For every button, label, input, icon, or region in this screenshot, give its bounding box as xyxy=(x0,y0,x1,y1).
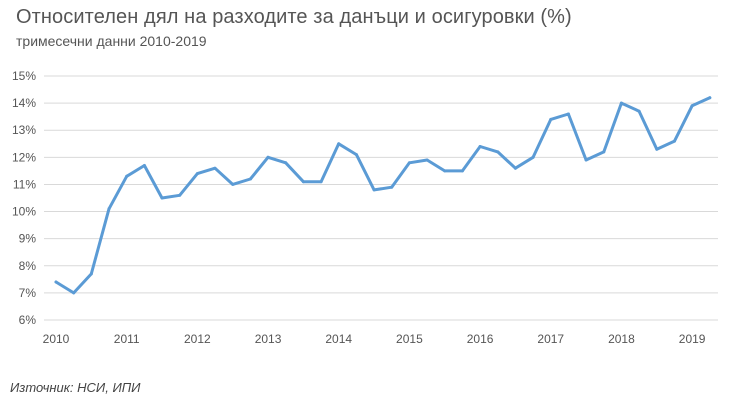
data-point xyxy=(496,150,500,154)
data-point xyxy=(107,207,111,211)
data-point xyxy=(160,196,164,200)
data-point xyxy=(231,182,235,186)
data-point xyxy=(284,161,288,165)
x-tick-label: 2018 xyxy=(608,332,635,346)
data-point xyxy=(673,139,676,143)
x-tick-label: 2016 xyxy=(467,332,494,346)
data-point xyxy=(354,153,358,157)
data-point xyxy=(566,112,570,116)
data-point xyxy=(460,169,464,173)
series-layer xyxy=(54,96,712,295)
series-line xyxy=(54,96,712,295)
data-point xyxy=(390,185,394,189)
data-point xyxy=(54,280,58,284)
data-point xyxy=(619,101,623,105)
x-axis: 2010 2011 2012 2013 2014 2015 2016 2017 2018 2019 xyxy=(43,332,706,346)
x-tick-label: 2014 xyxy=(325,332,352,346)
data-point xyxy=(372,188,376,192)
y-tick-label: 10% xyxy=(12,205,36,219)
data-point xyxy=(602,150,606,154)
x-tick-label: 2013 xyxy=(255,332,282,346)
y-tick-label: 13% xyxy=(12,123,36,137)
data-point xyxy=(301,180,305,184)
x-tick-label: 2012 xyxy=(184,332,211,346)
data-point xyxy=(655,147,659,151)
y-tick-label: 6% xyxy=(19,313,37,327)
y-tick-label: 14% xyxy=(12,96,36,110)
y-tick-label: 15% xyxy=(12,69,36,83)
y-tick-label: 9% xyxy=(19,232,37,246)
gridlines xyxy=(44,75,718,321)
y-tick-label: 11% xyxy=(13,177,36,191)
data-point xyxy=(213,166,217,170)
data-point xyxy=(142,164,146,167)
x-tick-label: 2019 xyxy=(679,332,706,346)
data-point xyxy=(337,142,341,146)
y-tick-label: 7% xyxy=(19,286,37,300)
source-note: Източник: НСИ, ИПИ xyxy=(10,380,141,395)
x-tick-label: 2017 xyxy=(537,332,564,346)
y-tick-label: 8% xyxy=(19,259,37,273)
data-point xyxy=(425,158,429,162)
chart-subtitle: тримесечни данни 2010-2019 xyxy=(16,33,207,49)
data-point xyxy=(690,104,694,108)
data-point xyxy=(319,180,323,184)
data-point xyxy=(89,272,93,276)
x-tick-label: 2010 xyxy=(43,332,70,346)
data-point xyxy=(478,145,482,148)
chart-title: Относителен дял на разходите за данъци и… xyxy=(16,6,572,28)
data-point xyxy=(513,166,517,170)
data-point xyxy=(125,174,129,178)
data-point xyxy=(549,117,553,121)
x-tick-label: 2015 xyxy=(396,332,423,346)
data-point xyxy=(266,155,270,159)
y-tick-label: 12% xyxy=(12,150,36,164)
data-point xyxy=(637,109,641,113)
data-point xyxy=(531,155,535,159)
data-point xyxy=(708,96,712,100)
data-point xyxy=(195,172,199,176)
data-point xyxy=(407,161,411,165)
data-point xyxy=(443,169,447,173)
y-axis: 6% 7% 8% 9% 10% 11% 12% 13% 14% 15% xyxy=(12,69,36,327)
data-point xyxy=(248,177,252,181)
data-point xyxy=(584,158,588,162)
data-point xyxy=(178,193,182,197)
x-tick-label: 2011 xyxy=(114,332,140,346)
data-point xyxy=(72,291,76,295)
